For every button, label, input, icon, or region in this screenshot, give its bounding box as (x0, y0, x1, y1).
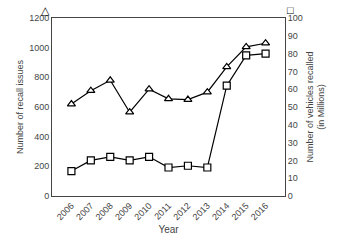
svg-text:50: 50 (288, 102, 298, 112)
svg-text:600: 600 (34, 102, 49, 112)
svg-text:1000: 1000 (29, 43, 49, 53)
svg-text:80: 80 (288, 49, 298, 59)
svg-text:2016: 2016 (249, 201, 270, 222)
svg-text:100: 100 (288, 13, 303, 23)
svg-text:20: 20 (288, 156, 298, 166)
svg-text:800: 800 (34, 72, 49, 82)
svg-text:2015: 2015 (230, 201, 251, 222)
svg-text:2012: 2012 (171, 201, 192, 222)
svg-text:60: 60 (288, 84, 298, 94)
svg-text:30: 30 (288, 138, 298, 148)
svg-text:0: 0 (44, 191, 49, 201)
svg-text:200: 200 (34, 161, 49, 171)
svg-text:90: 90 (288, 31, 298, 41)
svg-text:△: △ (41, 4, 50, 16)
svg-text:Year: Year (158, 224, 179, 235)
svg-text:40: 40 (288, 120, 298, 130)
svg-text:2006: 2006 (55, 201, 76, 222)
svg-text:2014: 2014 (210, 201, 231, 222)
svg-text:70: 70 (288, 67, 298, 77)
svg-text:Number of vehicles recalled(in: Number of vehicles recalled(in Millions) (305, 51, 327, 162)
svg-text:2013: 2013 (191, 201, 212, 222)
svg-text:Number of recall issues: Number of recall issues (15, 59, 25, 154)
svg-text:400: 400 (34, 132, 49, 142)
svg-text:2007: 2007 (74, 201, 95, 222)
svg-text:0: 0 (288, 191, 293, 201)
svg-text:2011: 2011 (152, 201, 173, 222)
svg-text:2010: 2010 (132, 201, 153, 222)
svg-text:□: □ (287, 4, 294, 16)
svg-text:2008: 2008 (94, 201, 115, 222)
svg-text:2009: 2009 (113, 201, 134, 222)
svg-text:1200: 1200 (29, 13, 49, 23)
svg-text:10: 10 (288, 173, 298, 183)
